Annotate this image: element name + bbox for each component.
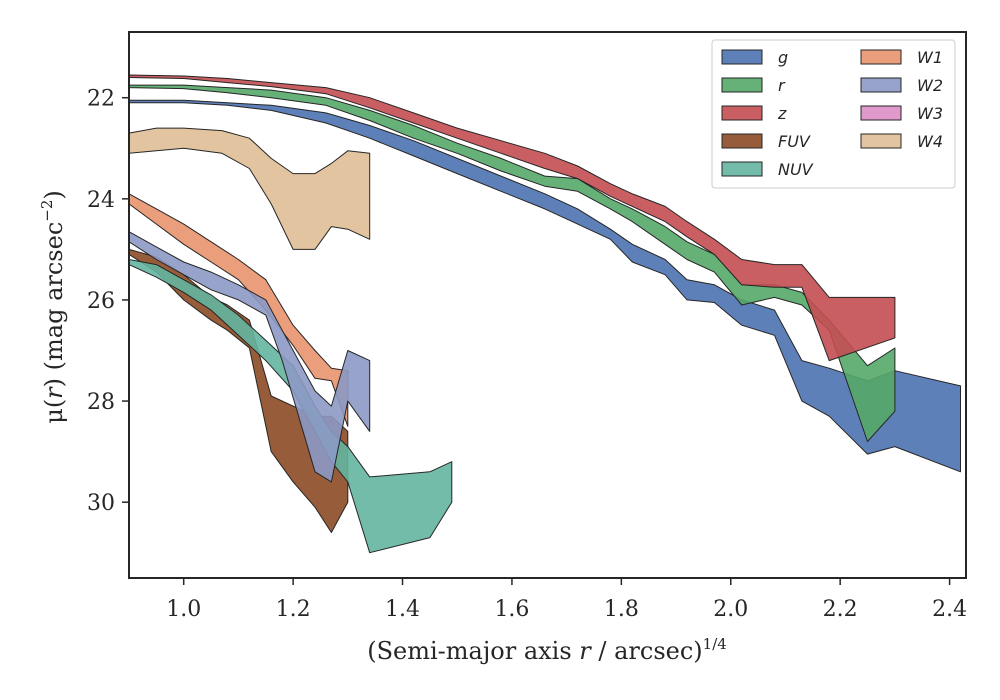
x-tick-label: 1.0: [166, 597, 201, 622]
legend-swatch-w4: [860, 133, 902, 149]
band-nuv: [129, 259, 453, 554]
y-axis-ticks: 22 24 26 28 30: [87, 87, 129, 516]
band-w4: [129, 127, 371, 250]
x-tick-label: 2.4: [932, 597, 967, 622]
y-axis-label: μ(r) (mag arcsec−2): [38, 190, 68, 424]
legend-label-r: r: [778, 76, 786, 95]
band-g: [129, 99, 961, 473]
y-tick-label: 26: [87, 289, 115, 314]
x-tick-label: 2.2: [823, 597, 858, 622]
legend-swatch-w2: [860, 77, 902, 93]
legend-label-nuv: NUV: [778, 160, 814, 179]
legend-label-w1: W1: [917, 48, 943, 67]
legend-swatch-fuv: [721, 133, 763, 149]
band-w1: [129, 193, 349, 427]
x-axis-ticks: 1.0 1.2 1.4 1.6 1.8 2.0 2.2 2.4: [166, 578, 967, 622]
legend-swatch-nuv: [721, 161, 763, 177]
x-tick-label: 2.0: [713, 597, 748, 622]
legend-swatch-w1: [860, 49, 902, 65]
legend-swatch-r: [721, 77, 763, 93]
legend-label-w3: W3: [917, 104, 943, 123]
legend-label-z: z: [777, 104, 787, 123]
y-tick-label: 30: [87, 491, 115, 516]
x-tick-label: 1.6: [494, 597, 529, 622]
y-tick-label: 28: [87, 390, 115, 415]
y-tick-label: 24: [87, 188, 115, 213]
x-tick-label: 1.4: [385, 597, 420, 622]
y-tick-label: 22: [87, 87, 115, 112]
legend-label-w4: W4: [917, 132, 943, 151]
plot-frame: [128, 31, 967, 579]
legend-box: [711, 39, 956, 189]
chart-bands: [129, 74, 961, 554]
band-z: [129, 74, 896, 362]
legend-label-g: g: [778, 48, 788, 67]
legend-label-fuv: FUV: [778, 132, 811, 151]
legend-label-w2: W2: [917, 76, 943, 95]
x-axis-label: (Semi-major axis r / arcsec)1/4: [367, 635, 727, 665]
band-r: [129, 84, 896, 442]
band-w2: [129, 231, 371, 483]
legend: grz FUV NUV W1 W2 W3 W4: [711, 39, 956, 189]
legend-swatch-g: [721, 49, 763, 65]
x-tick-label: 1.8: [604, 597, 639, 622]
x-tick-label: 1.2: [276, 597, 311, 622]
legend-swatch-w3: [860, 105, 902, 121]
legend-swatch-z: [721, 105, 763, 121]
